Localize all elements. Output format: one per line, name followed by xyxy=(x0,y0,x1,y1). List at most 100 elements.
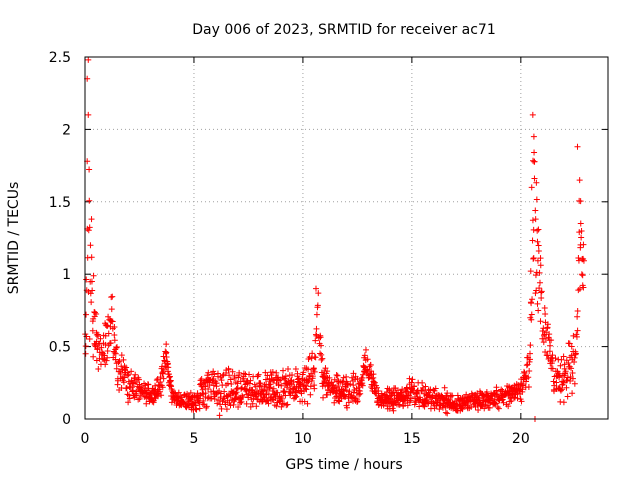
data-point xyxy=(560,399,567,406)
data-point xyxy=(359,374,366,381)
data-point xyxy=(113,344,120,351)
data-point xyxy=(219,398,226,405)
data-point xyxy=(538,289,545,296)
x-tick-label: 5 xyxy=(189,431,198,447)
data-point xyxy=(94,345,101,352)
data-point xyxy=(545,334,552,341)
data-point xyxy=(368,368,375,375)
data-point xyxy=(130,387,137,394)
data-point xyxy=(213,380,220,387)
data-point xyxy=(202,383,209,390)
data-point xyxy=(230,401,237,408)
data-point xyxy=(313,311,320,318)
data-point xyxy=(528,311,535,318)
data-point xyxy=(549,352,556,359)
data-point xyxy=(243,386,250,393)
data-point xyxy=(247,403,254,410)
data-point xyxy=(373,384,380,391)
data-point xyxy=(541,304,548,311)
data-point xyxy=(215,397,222,404)
data-point xyxy=(566,340,573,347)
data-point xyxy=(535,307,542,314)
data-point xyxy=(203,403,210,410)
data-point xyxy=(280,389,287,396)
data-point xyxy=(293,393,300,400)
data-point xyxy=(105,313,112,320)
data-point xyxy=(454,392,461,399)
data-point xyxy=(550,378,557,385)
data-point xyxy=(278,382,285,389)
data-point xyxy=(300,381,307,388)
data-point xyxy=(238,398,245,405)
data-point xyxy=(289,371,296,378)
data-point xyxy=(361,352,368,359)
data-point xyxy=(523,362,530,369)
data-point xyxy=(109,293,116,300)
data-point xyxy=(265,400,272,407)
data-point xyxy=(572,350,579,357)
data-point xyxy=(235,403,242,410)
data-point xyxy=(158,392,165,399)
x-tick-label: 20 xyxy=(512,431,530,447)
data-point xyxy=(411,383,418,390)
data-point xyxy=(279,395,286,402)
data-point xyxy=(153,377,160,384)
data-point xyxy=(188,394,195,401)
data-point xyxy=(537,255,544,262)
data-point xyxy=(571,380,578,387)
data-point xyxy=(564,374,571,381)
data-point xyxy=(558,356,565,363)
data-point xyxy=(287,385,294,392)
data-point xyxy=(348,374,355,381)
data-point xyxy=(571,359,578,365)
data-point xyxy=(562,368,569,375)
data-point xyxy=(408,379,415,386)
data-point xyxy=(521,368,528,375)
data-point xyxy=(532,216,539,223)
data-point xyxy=(282,376,289,383)
data-point xyxy=(573,333,580,340)
data-point xyxy=(270,385,277,392)
data-point xyxy=(576,286,583,293)
data-point xyxy=(86,197,93,204)
data-point xyxy=(560,353,567,360)
data-point xyxy=(177,393,184,400)
data-point xyxy=(249,400,256,407)
data-point xyxy=(326,374,333,381)
data-point xyxy=(553,379,560,386)
data-point xyxy=(532,207,539,214)
data-point xyxy=(548,337,555,344)
data-point xyxy=(318,356,325,363)
data-point xyxy=(531,175,538,182)
data-point xyxy=(571,354,578,361)
data-point xyxy=(493,387,500,394)
data-point xyxy=(205,369,212,376)
data-point xyxy=(149,398,156,405)
data-point xyxy=(312,331,319,338)
data-point xyxy=(85,227,92,234)
data-point xyxy=(115,359,122,366)
data-point xyxy=(292,394,299,401)
data-point xyxy=(131,375,138,382)
data-point xyxy=(91,342,98,349)
data-point xyxy=(135,376,142,383)
data-point xyxy=(273,403,280,410)
chart-title: Day 006 of 2023, SRMTID for receiver ac7… xyxy=(192,22,496,38)
data-point xyxy=(574,308,581,315)
data-point xyxy=(136,395,143,402)
data-point xyxy=(529,217,536,224)
data-point xyxy=(344,404,351,411)
data-point xyxy=(357,390,364,397)
data-point xyxy=(334,372,341,379)
data-point xyxy=(333,372,340,379)
data-point xyxy=(533,269,540,276)
data-point xyxy=(444,410,451,417)
data-point xyxy=(317,350,324,357)
data-point xyxy=(104,354,111,361)
data-point xyxy=(371,379,378,386)
data-point xyxy=(218,405,225,412)
data-point xyxy=(143,400,150,407)
data-point xyxy=(399,386,406,393)
data-point xyxy=(529,111,536,118)
